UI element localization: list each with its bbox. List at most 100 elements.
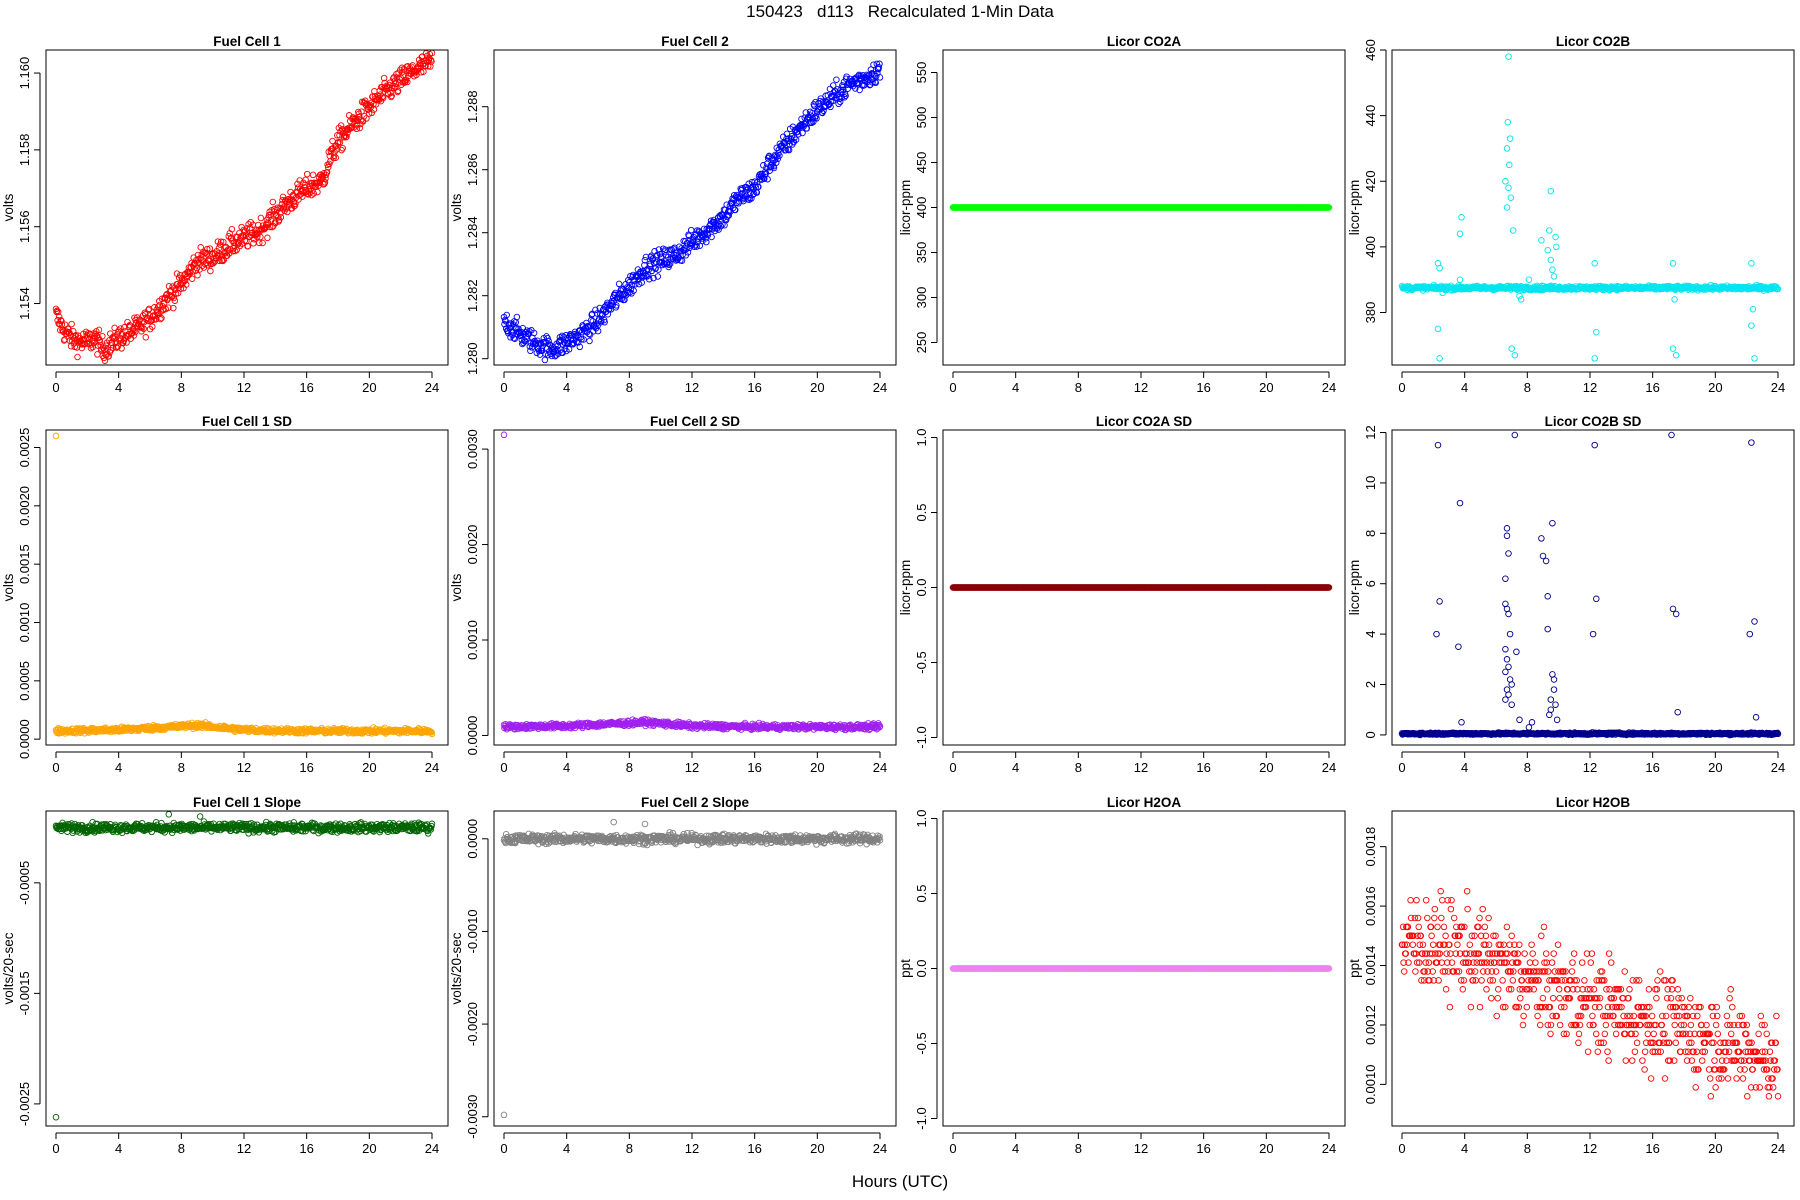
data-point [655, 266, 662, 273]
panel-title: Licor CO2A SD [1096, 414, 1193, 429]
data-point [264, 234, 271, 242]
data-point [112, 339, 119, 347]
data-point [655, 246, 663, 253]
data-point [1550, 273, 1558, 280]
data-point [503, 311, 510, 319]
data-point [544, 334, 551, 342]
data-points [949, 204, 1333, 211]
data-point [184, 272, 192, 280]
data-point [388, 92, 395, 100]
data-point [170, 304, 177, 312]
data-point [613, 302, 620, 309]
x-tick-label: 20 [362, 760, 376, 775]
data-point [54, 317, 61, 324]
data-point [1591, 260, 1598, 267]
data-point [365, 110, 373, 117]
data-point [601, 318, 608, 326]
data-point [1506, 135, 1514, 142]
data-point [228, 225, 236, 233]
data-point [1505, 184, 1512, 192]
data-point [380, 74, 388, 82]
data-point [630, 287, 637, 294]
data-point [650, 274, 657, 282]
x-tick-label: 0 [500, 760, 507, 775]
data-point [391, 77, 399, 84]
data-point [1749, 305, 1757, 313]
data-point [157, 315, 164, 323]
x-tick-label: 24 [873, 760, 887, 775]
data-point [1547, 187, 1555, 195]
y-tick-label: 0.0015 [17, 544, 32, 584]
data-point [558, 332, 566, 340]
data-point [192, 260, 199, 268]
data-point [1458, 214, 1465, 221]
data-point [1511, 351, 1519, 359]
data-point [621, 296, 628, 304]
data-point [527, 347, 534, 355]
x-tick-label: 4 [115, 380, 122, 395]
data-point [1553, 243, 1560, 251]
y-tick-label: 0.0010 [17, 603, 32, 643]
data-point [102, 342, 110, 349]
data-point [592, 306, 599, 314]
data-point [142, 334, 150, 341]
data-point [1591, 355, 1598, 362]
data-point [693, 243, 700, 250]
data-point [101, 357, 109, 364]
data-point [257, 233, 264, 241]
data-point [53, 307, 61, 315]
data-point [1505, 53, 1512, 60]
data-point [207, 267, 214, 275]
data-point [344, 129, 351, 137]
plot-frame [45, 429, 449, 746]
x-tick-label: 4 [563, 760, 570, 775]
data-point [1669, 345, 1677, 352]
data-point [217, 238, 225, 245]
data-point [203, 245, 211, 253]
data-point [194, 271, 201, 279]
y-tick-label: 440 [1363, 105, 1378, 127]
data-points [500, 431, 884, 734]
panel-2: Fuel Cell 20 4 8 12 16 20 241.2801.2821.2841.2… [449, 34, 897, 395]
data-point [626, 289, 634, 296]
data-point [301, 181, 309, 189]
x-tick-label: 24 [1771, 380, 1785, 395]
data-point [266, 208, 273, 216]
data-point [388, 84, 396, 92]
plot-frame [493, 429, 897, 746]
data-point [704, 231, 712, 239]
data-point [333, 146, 341, 153]
data-point [321, 179, 329, 186]
y-tick-label: 450 [914, 152, 929, 174]
data-point [573, 332, 581, 340]
data-point [1434, 325, 1442, 333]
y-tick-label: 1.286 [465, 153, 480, 186]
data-point [188, 275, 196, 282]
data-point [1544, 246, 1551, 254]
data-point [530, 329, 538, 337]
data-point [339, 144, 346, 152]
data-point [702, 235, 709, 242]
data-point [1546, 227, 1553, 234]
data-point [334, 132, 341, 139]
data-point [501, 320, 508, 328]
data-point [103, 339, 111, 346]
y-tick-label: 0.0030 [465, 429, 480, 469]
y-tick-label: 1.280 [465, 342, 480, 375]
data-point [99, 332, 106, 340]
data-point [1509, 227, 1517, 234]
data-point [500, 431, 508, 439]
data-point [1593, 328, 1600, 336]
data-point [1748, 322, 1755, 329]
x-tick-label: 4 [1012, 380, 1019, 395]
x-tick-label: 12 [1134, 380, 1148, 395]
data-point [225, 250, 233, 257]
x-tick-label: 0 [949, 380, 956, 395]
y-tick-label: 0.0010 [465, 620, 480, 660]
data-point [576, 343, 584, 351]
data-point [256, 239, 263, 247]
data-point [257, 214, 265, 222]
y-tick-label: 1.154 [17, 287, 32, 320]
